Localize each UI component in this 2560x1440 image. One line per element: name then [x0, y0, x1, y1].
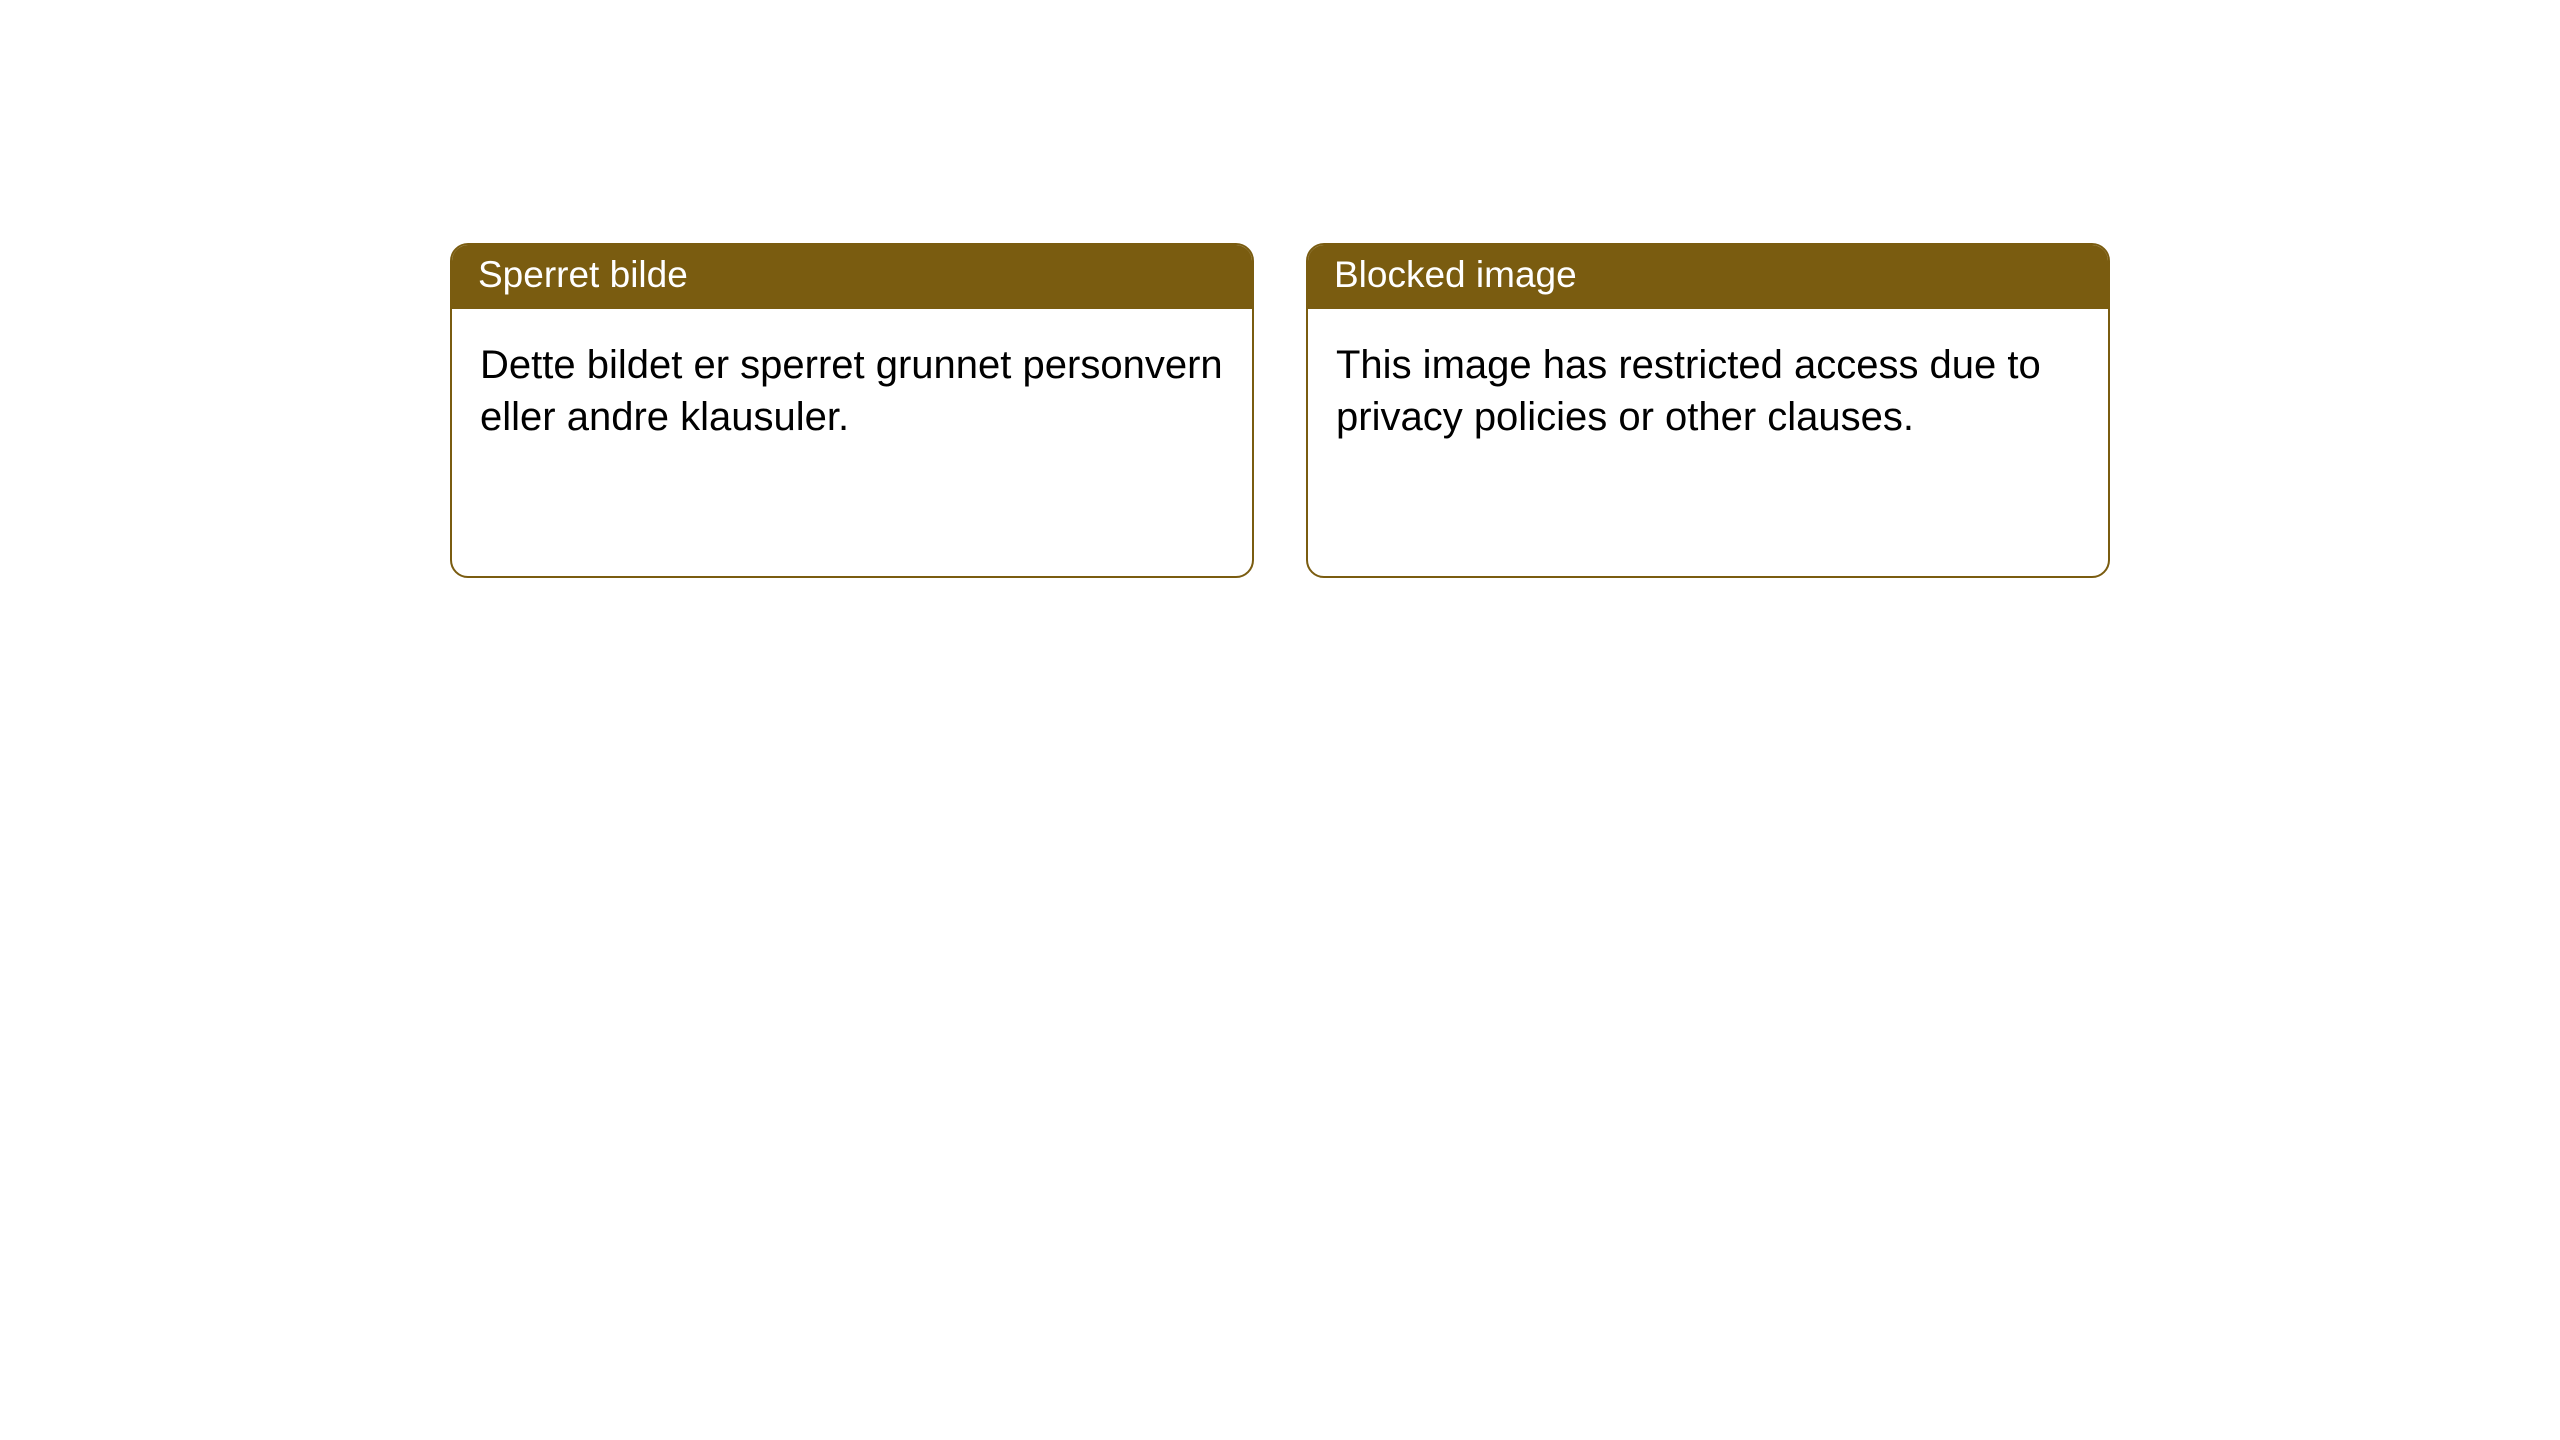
notice-panels-container: Sperret bilde Dette bildet er sperret gr…: [0, 0, 2560, 578]
panel-title-en: Blocked image: [1308, 245, 2108, 309]
blocked-image-panel-en: Blocked image This image has restricted …: [1306, 243, 2110, 578]
panel-title-no: Sperret bilde: [452, 245, 1252, 309]
panel-body-en: This image has restricted access due to …: [1308, 309, 2108, 473]
panel-body-no: Dette bildet er sperret grunnet personve…: [452, 309, 1252, 473]
blocked-image-panel-no: Sperret bilde Dette bildet er sperret gr…: [450, 243, 1254, 578]
